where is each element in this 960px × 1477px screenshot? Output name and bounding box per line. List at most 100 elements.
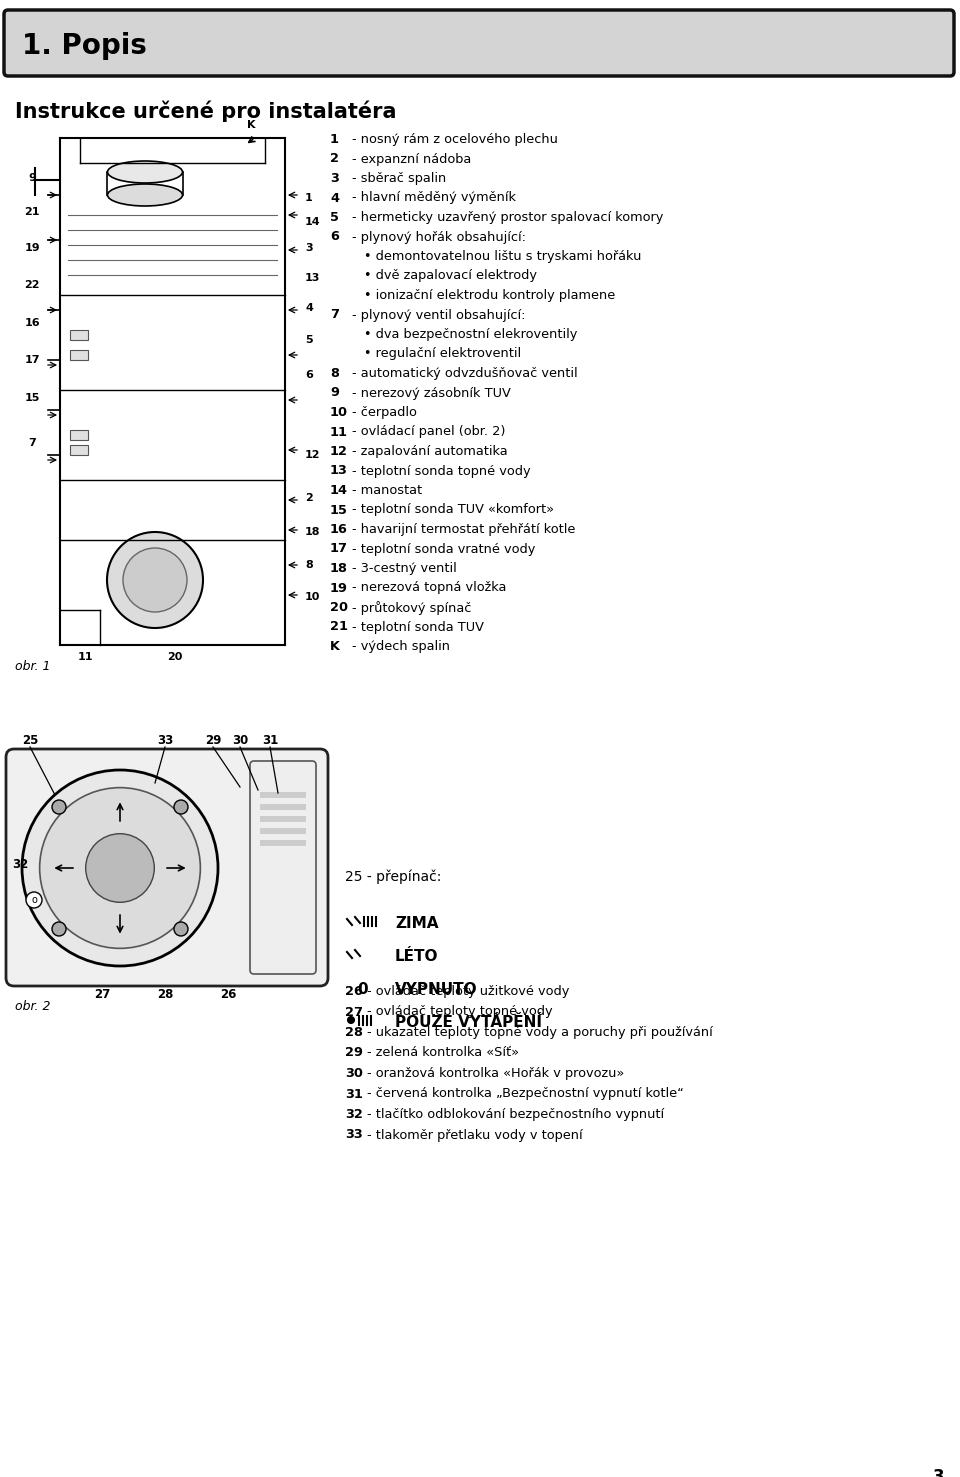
Text: 3: 3 [305,244,313,253]
Text: POUZE VYTÁPĚNÍ: POUZE VYTÁPĚNÍ [395,1015,542,1029]
Text: - plynový ventil obsahující:: - plynový ventil obsahující: [352,309,525,322]
Text: - nerezový zásobník TUV: - nerezový zásobník TUV [352,387,511,399]
Text: - tlakoměr přetlaku vody v topení: - tlakoměr přetlaku vody v topení [367,1128,583,1142]
Text: 4: 4 [305,303,313,313]
Text: - čerpadlo: - čerpadlo [352,406,417,419]
Text: 25: 25 [22,734,38,747]
FancyBboxPatch shape [250,761,316,973]
Text: 8: 8 [305,560,313,570]
Text: 4: 4 [330,192,339,204]
Text: 18: 18 [330,563,348,575]
Text: 6: 6 [305,371,313,380]
Text: 5: 5 [305,335,313,346]
Text: 1. Popis: 1. Popis [22,32,147,61]
Text: 11: 11 [330,425,348,439]
Text: 33: 33 [156,734,173,747]
Text: - ovládací panel (obr. 2): - ovládací panel (obr. 2) [352,425,506,439]
Text: 7: 7 [330,309,339,322]
Text: 16: 16 [330,523,348,536]
Circle shape [52,922,66,936]
Text: 6: 6 [330,230,339,244]
Text: 21: 21 [330,620,348,634]
Text: 7: 7 [28,439,36,448]
Text: o: o [31,895,36,905]
Text: - hlavní měděný výměník: - hlavní měděný výměník [352,192,516,204]
Text: - 3-cestný ventil: - 3-cestný ventil [352,563,457,575]
Circle shape [85,833,155,902]
Text: 1: 1 [330,133,339,146]
Text: 26: 26 [220,988,236,1001]
Text: • dvě zapalovací elektrody: • dvě zapalovací elektrody [364,269,537,282]
Text: - havarijní termostat přehřátí kotle: - havarijní termostat přehřátí kotle [352,523,575,536]
Bar [12,126,322,650]
Text: - expanzní nádoba: - expanzní nádoba [352,152,471,165]
Text: 10: 10 [330,406,348,419]
Bar [70,350,88,360]
Circle shape [22,770,218,966]
Circle shape [39,787,201,948]
Text: K: K [247,120,255,130]
Text: 20: 20 [330,601,348,614]
Text: 12: 12 [305,450,321,459]
Bar [260,792,306,798]
Bar [70,445,88,455]
Text: - hermeticky uzavřený prostor spalovací komory: - hermeticky uzavřený prostor spalovací … [352,211,663,225]
Text: LÉTO: LÉTO [395,950,439,964]
Circle shape [107,532,203,628]
Text: 11: 11 [77,651,93,662]
Bar [70,329,88,340]
Text: 15: 15 [24,393,39,403]
Text: 13: 13 [330,464,348,477]
Text: 8: 8 [330,366,339,380]
Text: obr. 1: obr. 1 [15,660,51,674]
Text: 14: 14 [305,217,321,227]
Text: 21: 21 [24,207,39,217]
Bar [260,840,306,846]
Text: - ovládač teploty užitkové vody: - ovládač teploty užitkové vody [367,985,569,998]
Text: - průtokový spínač: - průtokový spínač [352,601,471,614]
Text: 26: 26 [345,985,363,998]
Bar [260,829,306,835]
Text: - oranžová kontrolka «Hořák v provozu»: - oranžová kontrolka «Hořák v provozu» [367,1066,624,1080]
Circle shape [26,892,42,908]
Text: 12: 12 [330,445,348,458]
Text: - automatický odvzdušňovač ventil: - automatický odvzdušňovač ventil [352,366,578,380]
Text: 31: 31 [262,734,278,747]
Text: 18: 18 [305,527,321,538]
Text: 5: 5 [330,211,339,225]
Text: - plynový hořák obsahující:: - plynový hořák obsahující: [352,230,526,244]
Text: 19: 19 [24,244,39,253]
Ellipse shape [108,161,182,183]
Text: - teplotní sonda TUV: - teplotní sonda TUV [352,620,484,634]
Text: 27: 27 [345,1006,363,1019]
Text: VYPNUTO: VYPNUTO [395,982,478,997]
Bar [260,803,306,809]
Text: 22: 22 [24,281,39,289]
Text: 25 - přepínač:: 25 - přepínač: [345,870,442,885]
Text: 1: 1 [305,193,313,202]
Text: • dva bezpečnostní elekroventily: • dva bezpečnostní elekroventily [364,328,577,341]
Text: 33: 33 [345,1128,363,1142]
FancyBboxPatch shape [6,749,328,987]
Circle shape [174,922,188,936]
Text: Instrukce určené pro instalatéra: Instrukce určené pro instalatéra [15,100,396,121]
Text: • demontovatelnou lištu s tryskami hořáku: • demontovatelnou lištu s tryskami hořák… [364,250,641,263]
Text: 27: 27 [94,988,110,1001]
Text: 2: 2 [330,152,339,165]
Text: 30: 30 [345,1066,363,1080]
Text: - nerezová topná vložka: - nerezová topná vložka [352,582,506,595]
Text: - ukazatel teploty topné vody a poruchy při používání: - ukazatel teploty topné vody a poruchy … [367,1027,712,1038]
Text: 28: 28 [345,1027,363,1038]
Text: - manostat: - manostat [352,484,422,496]
Text: - teplotní sonda vratné vody: - teplotní sonda vratné vody [352,542,536,555]
Circle shape [174,801,188,814]
Text: 29: 29 [204,734,221,747]
Text: - teplotní sonda TUV «komfort»: - teplotní sonda TUV «komfort» [352,504,554,517]
Text: 32: 32 [345,1108,363,1121]
FancyBboxPatch shape [4,10,954,75]
Text: 17: 17 [330,542,348,555]
Text: - tlačítko odblokování bezpečnostního vypnutí: - tlačítko odblokování bezpečnostního vy… [367,1108,664,1121]
Text: 0: 0 [358,982,369,997]
Text: - teplotní sonda topné vody: - teplotní sonda topné vody [352,464,531,477]
Text: 15: 15 [330,504,348,517]
